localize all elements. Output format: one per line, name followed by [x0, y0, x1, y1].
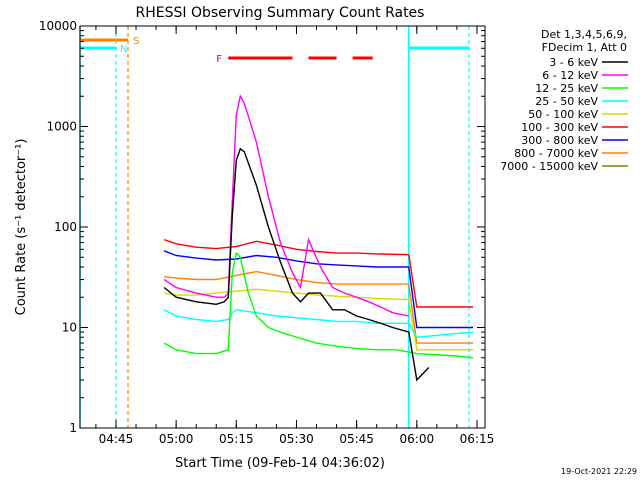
y-tick-label: 1 [69, 421, 77, 435]
x-tick-label: 05:15 [219, 432, 254, 446]
series-line-12-25-keV [163, 251, 474, 359]
y-tick-label: 10 [62, 321, 77, 335]
x-axis-label: Start Time (09-Feb-14 04:36:02) [175, 456, 385, 471]
axes: 04:45 05:00 05:15 05:30 05:45 06:00 06:15 1 10 10… [39, 19, 494, 446]
plot-frame [79, 25, 486, 429]
night-label: N [120, 44, 127, 55]
plot-area: SN F [79, 26, 474, 428]
series-line-25-50-keV [163, 309, 474, 338]
y-tick-label: 100 [54, 220, 77, 234]
x-tick-label: 05:00 [159, 432, 194, 446]
legend-header-line: Det 1,3,4,5,6,9, [541, 28, 627, 41]
legend-label: 25 - 50 keV [535, 95, 598, 108]
flare-label: F [216, 54, 222, 65]
x-tick-label: 04:45 [99, 432, 134, 446]
x-tick-label: 05:45 [339, 432, 374, 446]
legend-header-line: FDecim 1, Att 0 [542, 41, 627, 54]
legend-label: 300 - 800 keV [521, 134, 598, 147]
legend-label: 7000 - 15000 keV [500, 160, 598, 173]
chart-title: RHESSI Observing Summary Count Rates [136, 5, 425, 21]
legend-label: 50 - 100 keV [528, 108, 598, 121]
x-tick-label: 06:15 [460, 432, 495, 446]
series-line-300-800-keV [163, 250, 473, 329]
series-line-3-6-keV [163, 147, 430, 382]
legend-label: 12 - 25 keV [535, 82, 598, 95]
saa-label: S [133, 36, 139, 47]
legend: Det 1,3,4,5,6,9,FDecim 1, Att 0 3 - 6 keV… [500, 28, 628, 173]
legend-label: 6 - 12 keV [542, 69, 598, 82]
series-line-100-300-keV [163, 238, 473, 308]
legend-label: 800 - 7000 keV [514, 147, 598, 160]
timestamp: 19-Oct-2021 22:29 [561, 467, 637, 476]
series-line-6-12-keV [163, 94, 409, 317]
y-tick-label: 10000 [39, 19, 77, 33]
x-tick-label: 05:30 [279, 432, 314, 446]
legend-label: 3 - 6 keV [549, 56, 598, 69]
x-tick-label: 06:00 [400, 432, 435, 446]
legend-label: 100 - 300 keV [521, 121, 598, 134]
y-axis-label: Count Rate (s⁻¹ detector⁻¹) [14, 139, 29, 316]
y-tick-label: 1000 [46, 120, 77, 134]
